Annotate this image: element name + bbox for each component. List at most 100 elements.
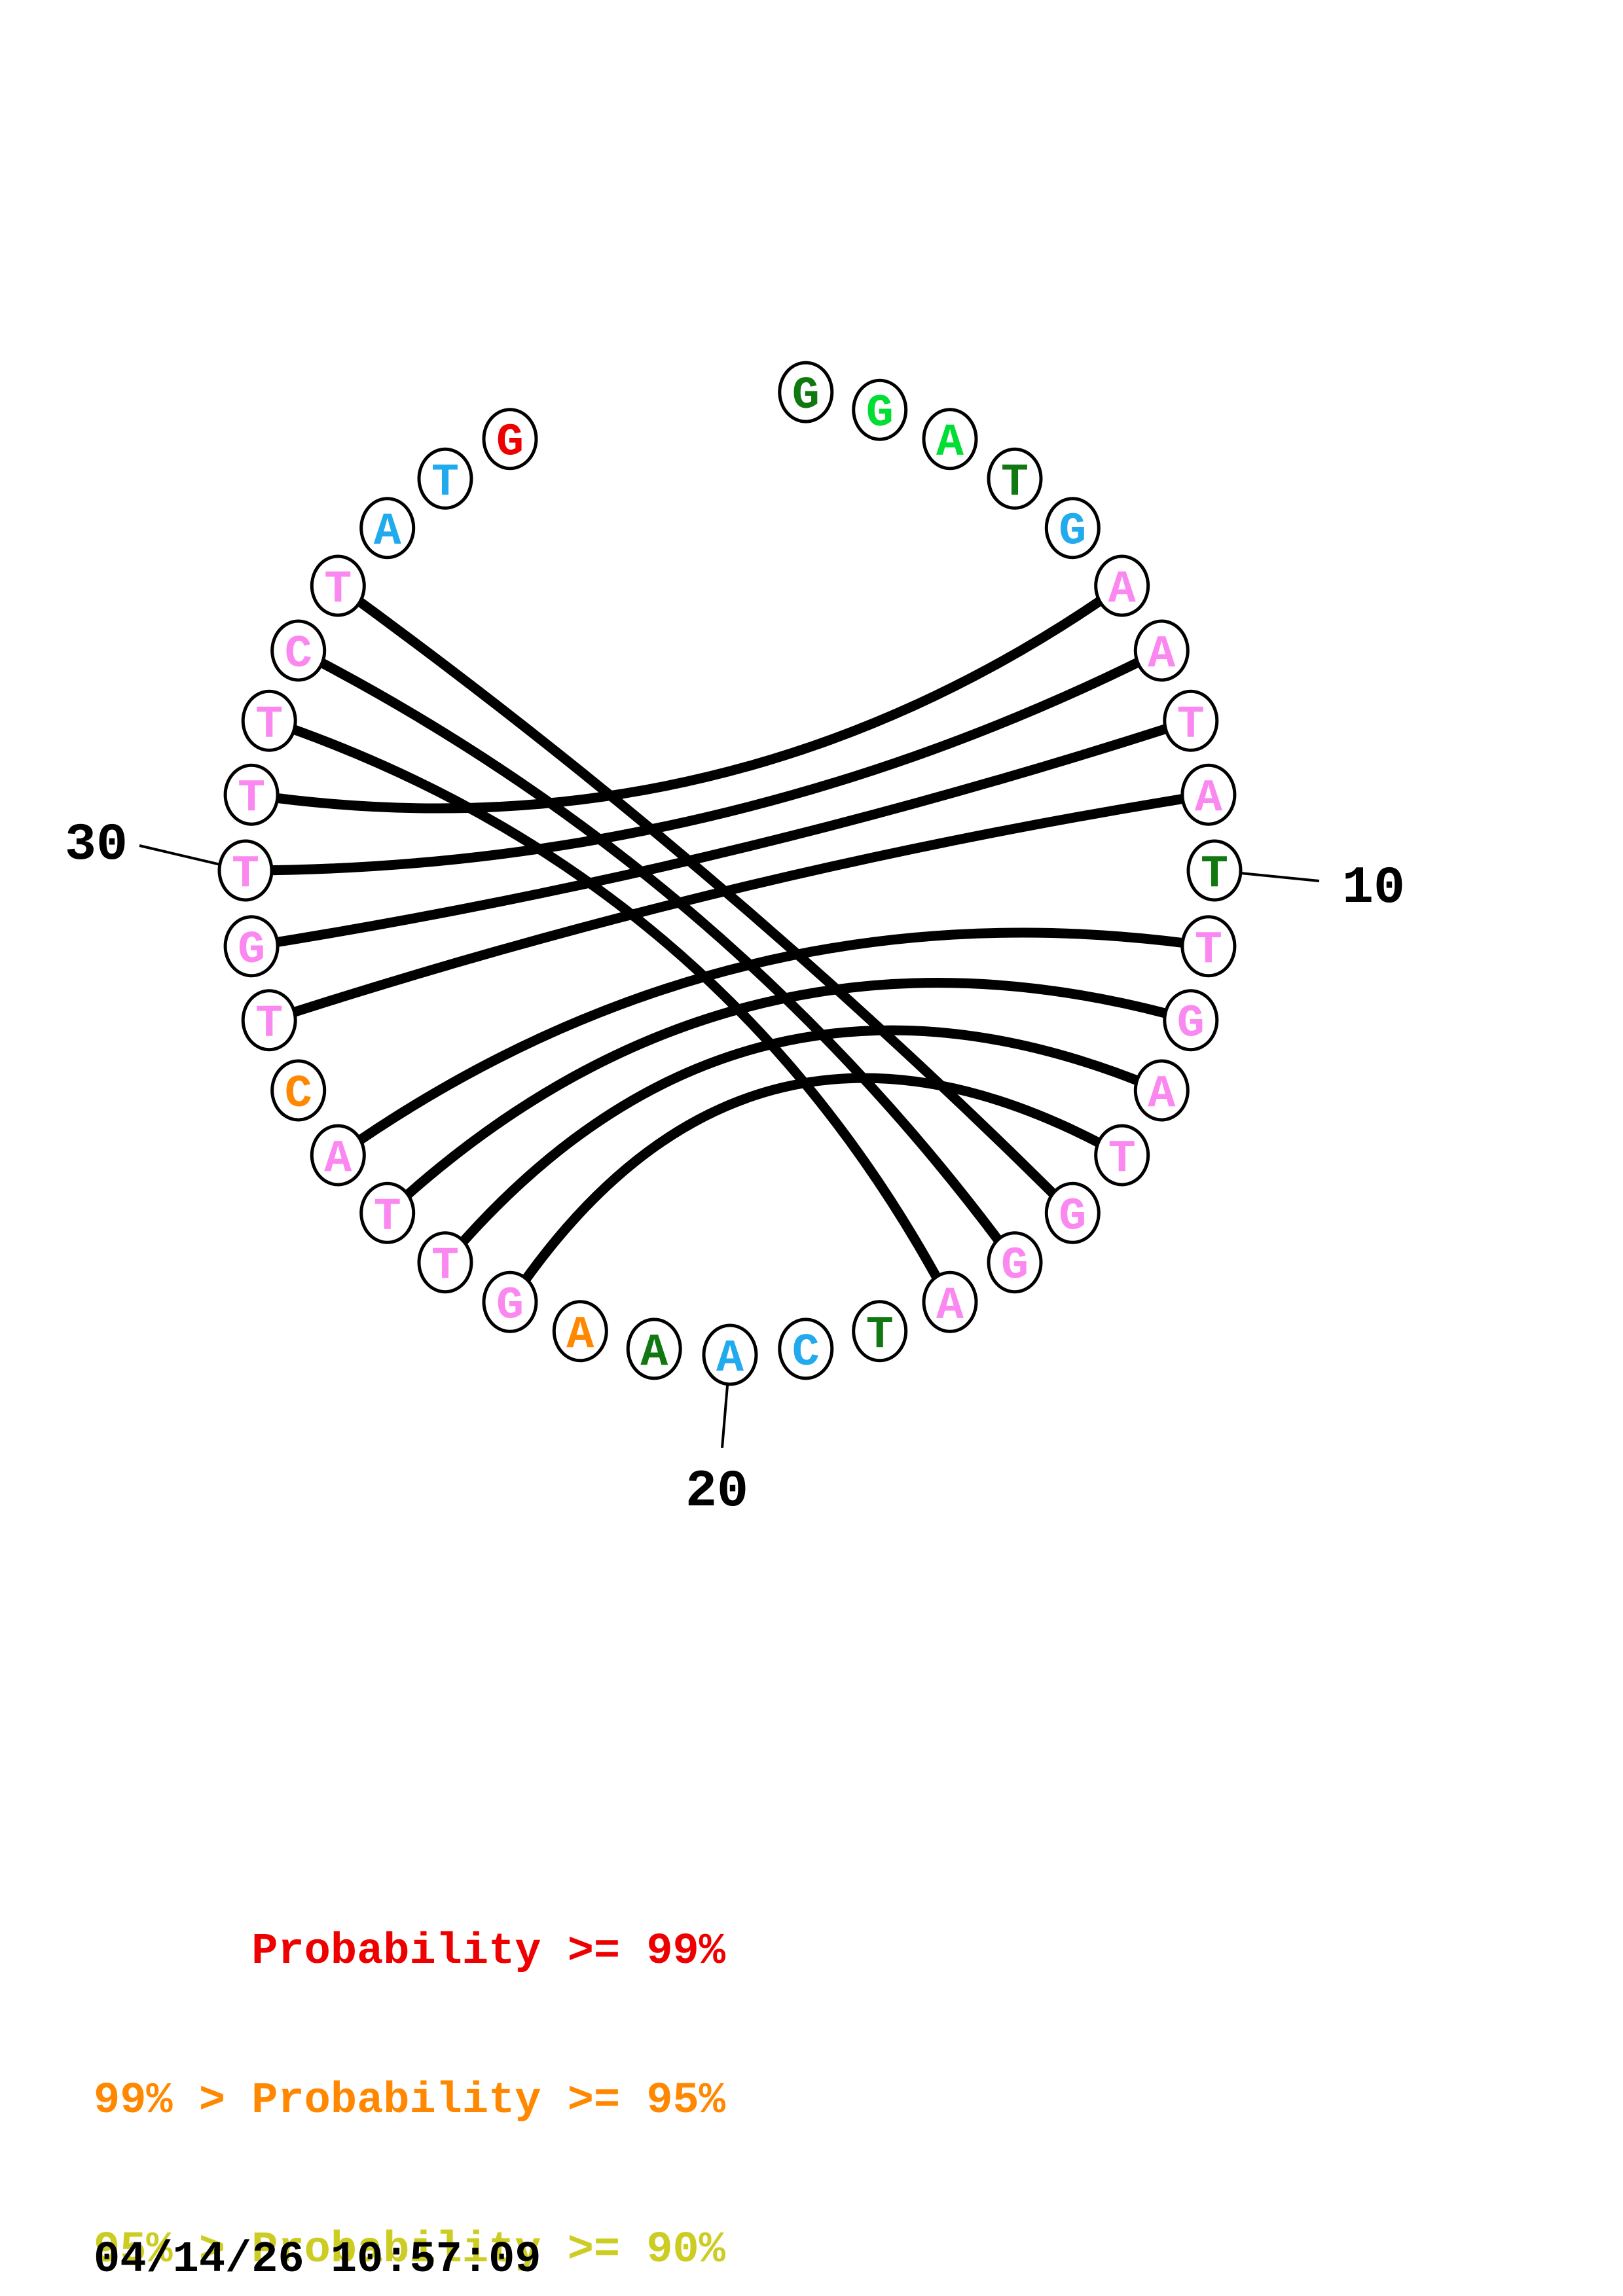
- nucleotide-base: A: [1108, 564, 1136, 616]
- nucleotide-base: G: [238, 925, 265, 977]
- legend-row-p95: 99% > Probability >= 95%: [94, 2076, 725, 2126]
- nucleotide-node: T: [217, 839, 274, 902]
- basepair-arc: [384, 978, 1192, 1217]
- nucleotide-base: A: [374, 507, 401, 558]
- nucleotide-base: A: [716, 1333, 744, 1385]
- nucleotide-circle: [552, 1300, 608, 1363]
- nucleotide-circle: [987, 447, 1043, 510]
- basepair-arc: [245, 646, 1164, 876]
- position-label: 30: [65, 816, 128, 875]
- nucleotide-base: C: [285, 629, 312, 681]
- nucleotide-circle: [359, 497, 416, 560]
- nucleotide-node: T: [987, 447, 1043, 510]
- nucleotide-circle: [1133, 1059, 1190, 1122]
- nucleotide-node: A: [359, 497, 416, 560]
- nucleotide-circle: [1044, 497, 1101, 560]
- nucleotide-base: T: [1001, 457, 1029, 509]
- nucleotide-base: T: [255, 999, 283, 1050]
- nucleotide-base: T: [431, 1241, 459, 1293]
- nucleotide-node: G: [1044, 497, 1101, 560]
- nucleotide-circle: [482, 1270, 538, 1333]
- nucleotide-base: T: [255, 699, 283, 751]
- nucleotide-circle: [241, 989, 297, 1052]
- nucleotide-node: A: [922, 1270, 978, 1333]
- nucleotide-circle: [922, 408, 978, 471]
- nucleotide-node: A: [1180, 763, 1237, 826]
- nucleotide-circle: [223, 763, 280, 826]
- nucleotide-base: T: [232, 849, 259, 901]
- nucleotide-node: T: [359, 1181, 416, 1244]
- nucleotide-node: G: [852, 378, 908, 441]
- basepair-arc: [296, 646, 1019, 1266]
- nucleotide-circle: [310, 554, 366, 617]
- nucleotide-circle: [310, 1124, 366, 1187]
- nucleotide-node: T: [223, 763, 280, 826]
- nucleotide-circle: [1180, 915, 1237, 978]
- nucleotide-base: A: [936, 1280, 964, 1332]
- nucleotide-node: A: [626, 1318, 682, 1380]
- nucleotide-circle: [1094, 554, 1150, 617]
- nucleotide-base: A: [566, 1310, 594, 1361]
- nucleotide-circle: [417, 447, 473, 510]
- basepair-arc: [250, 716, 1193, 952]
- nucleotide-base: A: [1148, 1069, 1175, 1121]
- nucleotide-node: C: [270, 619, 327, 682]
- nucleotide-base: T: [324, 564, 352, 616]
- nucleotide-node: T: [417, 447, 473, 510]
- nucleotide-base: A: [1195, 773, 1222, 825]
- nucleotide-circle: [241, 689, 297, 752]
- legend-row-p99: Probability >= 99%: [94, 1927, 725, 1977]
- nucleotide-circle: [270, 1059, 327, 1122]
- nucleotide-base: G: [866, 388, 894, 440]
- nucleotide-circle: [1163, 689, 1219, 752]
- nucleotide-base: T: [238, 773, 265, 825]
- nucleotide-circle: [987, 1231, 1043, 1294]
- nucleotide-base: A: [1148, 629, 1175, 681]
- nucleotide-node: G: [1044, 1181, 1101, 1244]
- nucleotide-node: T: [1180, 915, 1237, 978]
- nucleotide-base: A: [936, 418, 964, 469]
- nucleotide-node: T: [241, 989, 297, 1052]
- nucleotide-node: G: [778, 361, 834, 423]
- nucleotide-base: G: [792, 370, 820, 422]
- nucleotide-circle: [1186, 839, 1243, 902]
- nucleotide-base: G: [496, 1280, 524, 1332]
- nucleotide-node: T: [417, 1231, 473, 1294]
- nucleotide-base: A: [324, 1134, 352, 1185]
- nucleotide-node: G: [482, 408, 538, 471]
- nucleotide-base: T: [374, 1191, 401, 1243]
- position-label: 10: [1342, 859, 1405, 918]
- nucleotide-circle: [1044, 1181, 1101, 1244]
- nucleotide-node: A: [552, 1300, 608, 1363]
- nucleotide-node: T: [1186, 839, 1243, 902]
- nucleotide-circle: [626, 1318, 682, 1380]
- basepair-arc: [505, 1073, 1125, 1305]
- nucleotide-circle: [852, 378, 908, 441]
- nucleotide-base: A: [640, 1327, 668, 1379]
- probability-legend: Probability >= 99% 99% > Probability >= …: [94, 1827, 725, 2296]
- nucleotide-node: G: [987, 1231, 1043, 1294]
- nucleotide-base: C: [285, 1069, 312, 1121]
- nucleotide-base: T: [1177, 699, 1205, 751]
- nucleotide-node: T: [241, 689, 297, 752]
- nucleotide-node: A: [310, 1124, 366, 1187]
- nucleotide-node: A: [922, 408, 978, 471]
- nucleotide-node: G: [223, 915, 280, 978]
- nucleotide-base: T: [1108, 1134, 1136, 1185]
- nucleotide-node: T: [1094, 1124, 1150, 1187]
- basepair-arc: [251, 581, 1125, 814]
- nucleotide-circle: [922, 1270, 978, 1333]
- legend-row-p90: 95% > Probability >= 90%: [94, 2225, 725, 2275]
- nucleotide-node: G: [482, 1270, 538, 1333]
- nucleotide-circle: [1094, 1124, 1150, 1187]
- nucleotide-circle: [778, 1318, 834, 1380]
- nucleotide-node: A: [702, 1323, 758, 1386]
- nucleotide-base: G: [1001, 1241, 1029, 1293]
- nucleotide-circle: [270, 619, 327, 682]
- nucleotide-circle: [1163, 989, 1219, 1052]
- timestamp: 04/14/26 10:57:09: [94, 2235, 541, 2285]
- nucleotide-base: G: [496, 418, 524, 469]
- nucleotide-base: T: [1201, 849, 1228, 901]
